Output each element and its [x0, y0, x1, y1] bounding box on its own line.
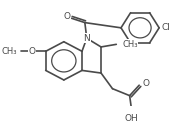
Text: Cl: Cl	[162, 23, 171, 32]
Text: CH₃: CH₃	[122, 40, 138, 49]
Text: CH₃: CH₃	[2, 47, 17, 56]
Text: N: N	[83, 34, 90, 43]
Text: O: O	[143, 79, 150, 88]
Text: OH: OH	[125, 114, 139, 122]
Text: O: O	[63, 12, 70, 21]
Text: O: O	[29, 47, 36, 56]
